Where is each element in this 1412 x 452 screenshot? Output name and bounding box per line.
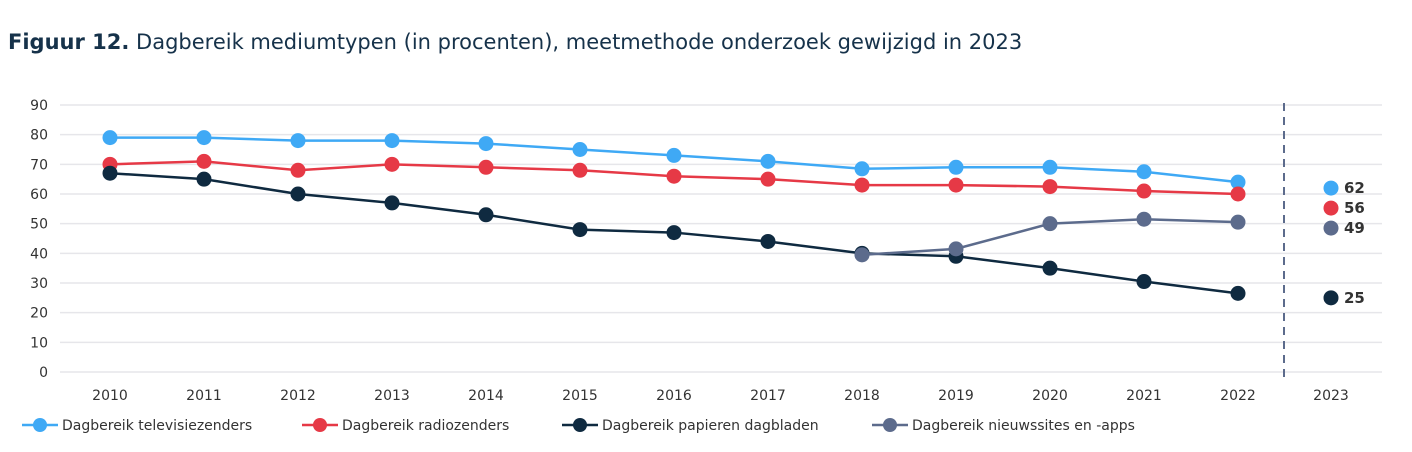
data-point [1230,186,1246,202]
y-tick-label: 20 [30,306,48,322]
data-point [1230,285,1246,301]
data-point-2023 [1323,290,1339,306]
x-tick-label: 2011 [186,388,222,404]
data-point [196,153,212,169]
data-point [948,177,964,193]
x-tick-label: 2013 [374,388,410,404]
x-tick-label: 2018 [844,388,880,404]
data-point [102,130,118,146]
data-point [666,168,682,184]
data-point [1042,216,1058,232]
x-tick-label: 2020 [1032,388,1068,404]
data-point [760,153,776,169]
x-tick-label: 2010 [92,388,128,404]
data-point [1042,179,1058,195]
data-point [196,130,212,146]
data-point [1230,174,1246,190]
data-point-2023 [1323,180,1339,196]
data-point-2023 [1323,220,1339,236]
data-point [102,165,118,181]
legend-label: Dagbereik radiozenders [342,418,509,434]
y-tick-label: 0 [39,365,48,381]
x-tick-label: 2017 [750,388,786,404]
legend-label: Dagbereik papieren dagbladen [602,418,819,434]
title-text: Dagbereik mediumtypen (in procenten), me… [136,30,1023,54]
data-point [290,186,306,202]
data-point [1136,183,1152,199]
legend-label: Dagbereik nieuwssites en -apps [912,418,1135,434]
x-tick-label: 2019 [938,388,974,404]
legend-marker [313,418,327,432]
chart-title: Figuur 12. Dagbereik mediumtypen (in pro… [8,30,1022,54]
y-tick-label: 40 [30,246,48,262]
data-point [1230,214,1246,230]
data-point-2023 [1323,200,1339,216]
data-point [1136,274,1152,290]
data-point [572,142,588,157]
y-tick-label: 90 [30,98,48,114]
data-point [384,133,400,149]
y-tick-label: 50 [30,217,48,233]
data-point [478,207,494,223]
legend-marker [883,418,897,432]
data-point [854,161,870,177]
x-tick-label: 2016 [656,388,692,404]
legend-label: Dagbereik televisiezenders [62,418,252,434]
data-point [948,159,964,175]
data-point [854,247,870,263]
x-tick-label: 2021 [1126,388,1162,404]
x-tick-label: 2015 [562,388,598,404]
data-label-2023: 25 [1344,289,1365,307]
y-tick-label: 10 [30,335,48,351]
data-point [196,171,212,187]
data-point [384,156,400,172]
y-tick-label: 70 [30,157,48,173]
x-tick-label: 2023 [1313,388,1349,404]
x-tick-label: 2012 [280,388,316,404]
data-point [290,162,306,178]
data-point [948,241,964,257]
y-tick-label: 30 [30,276,48,292]
x-tick-label: 2022 [1220,388,1256,404]
data-point [1042,159,1058,175]
data-point [478,136,494,152]
data-point [572,162,588,178]
data-point [384,195,400,211]
data-point [666,225,682,241]
data-point [1136,164,1152,180]
data-label-2023: 62 [1344,179,1365,197]
data-point [854,177,870,193]
legend-marker [33,418,47,432]
data-point [760,171,776,187]
data-label-2023: 56 [1344,199,1365,217]
x-tick-label: 2014 [468,388,504,404]
data-point [666,147,682,163]
data-label-2023: 49 [1344,219,1365,237]
data-point [572,222,588,238]
data-point [1042,260,1058,276]
data-point [1136,211,1152,227]
data-point [478,159,494,175]
data-point [760,233,776,249]
figure-number: Figuur 12. [8,30,130,54]
y-tick-label: 80 [30,128,48,144]
y-tick-label: 60 [30,187,48,203]
legend-marker [573,418,587,432]
data-point [290,133,306,149]
